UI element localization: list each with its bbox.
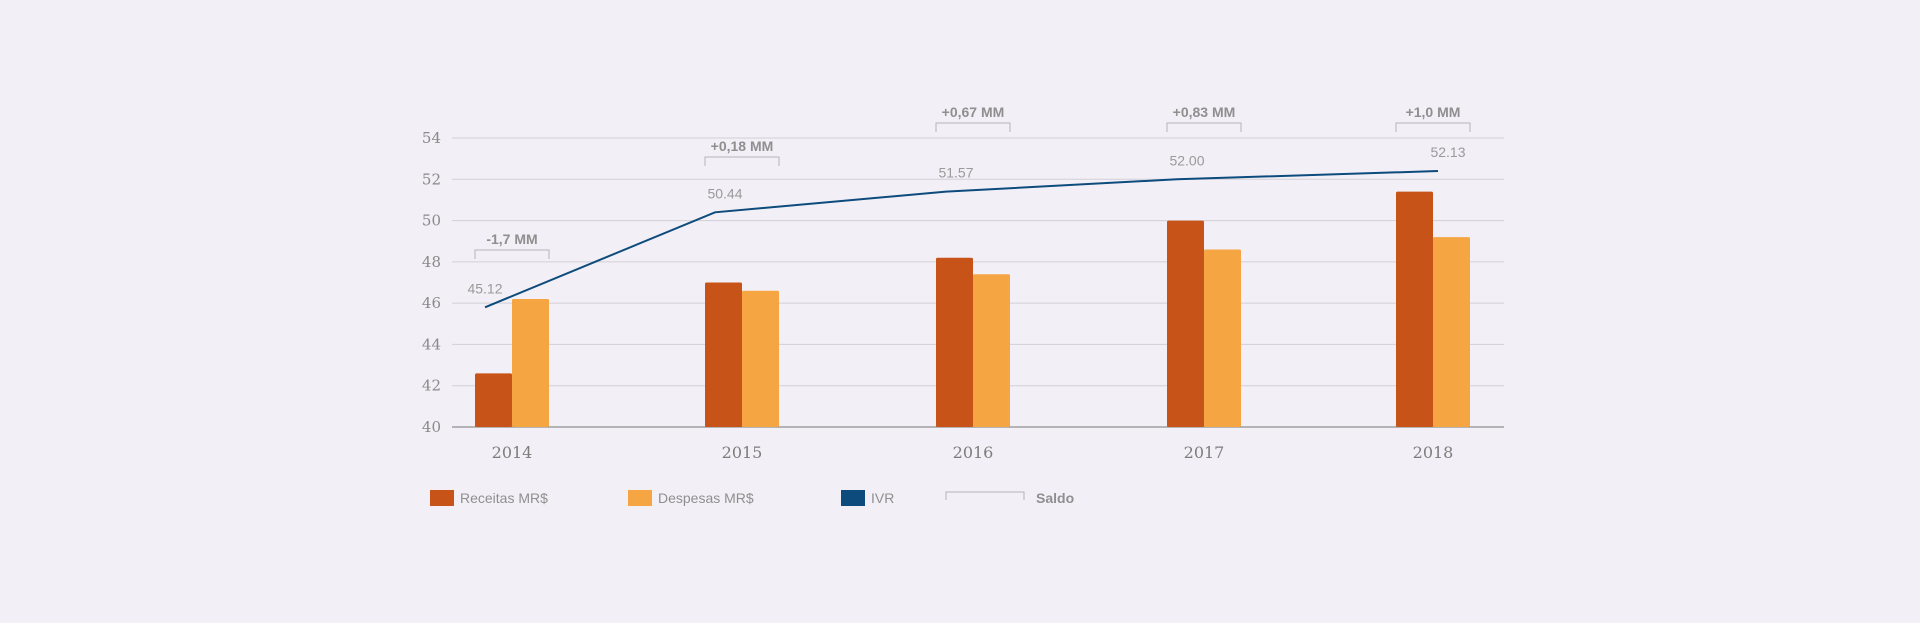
ivr-data-label: 52.13	[1430, 144, 1465, 160]
bar-receitas	[1167, 220, 1204, 427]
saldo-label: +0,67 MM	[942, 104, 1005, 120]
legend-label: Despesas MR$	[658, 490, 754, 506]
saldo-label: +0,18 MM	[711, 138, 774, 154]
saldo-bracket	[704, 156, 780, 166]
legend-bracket	[945, 491, 1025, 500]
legend-swatch	[430, 490, 454, 506]
saldo-bracket	[935, 122, 1011, 132]
bar-receitas	[475, 373, 512, 427]
y-tick-label: 44	[422, 335, 441, 353]
x-tick-label: 2016	[953, 443, 994, 462]
x-axis: 2014 2015 2016 2017 2018	[492, 443, 1454, 462]
ivr-data-label: 50.44	[707, 185, 742, 201]
bar-receitas	[705, 282, 742, 427]
saldo-bracket	[1166, 122, 1242, 132]
y-tick-label: 48	[422, 253, 441, 271]
ivr-data-label: 52.00	[1169, 152, 1204, 168]
y-tick-label: 46	[422, 294, 441, 312]
ivr-data-label: 45.12	[467, 280, 502, 296]
y-tick-label: 50	[422, 212, 441, 230]
saldo-label: -1,7 MM	[486, 231, 537, 247]
bar-despesas	[1204, 249, 1241, 427]
y-tick-label: 52	[422, 170, 441, 188]
legend-swatch	[628, 490, 652, 506]
ivr-line	[484, 170, 1439, 309]
saldo-brackets: -1,7 MM +0,18 MM +0,67 MM +0,83 MM +1,0 MM	[474, 104, 1471, 259]
bar-receitas	[1396, 191, 1433, 427]
y-tick-label: 42	[422, 377, 441, 395]
x-tick-label: 2017	[1184, 443, 1225, 462]
bar-despesas	[742, 290, 779, 427]
bar-despesas	[973, 274, 1010, 427]
legend-label: IVR	[871, 490, 894, 506]
bar-despesas	[1433, 237, 1470, 427]
y-tick-label: 40	[422, 418, 441, 436]
x-tick-label: 2018	[1413, 443, 1454, 462]
legend-label: Saldo	[1036, 490, 1074, 506]
bars	[475, 191, 1470, 427]
saldo-label: +0,83 MM	[1173, 104, 1236, 120]
x-tick-label: 2015	[722, 443, 763, 462]
bar-receitas	[936, 257, 973, 427]
x-tick-label: 2014	[492, 443, 533, 462]
ivr-line-group: 45.12 50.44 51.57 52.00 52.13	[467, 144, 1466, 309]
saldo-bracket	[1395, 122, 1471, 132]
ivr-data-label: 51.57	[938, 165, 973, 181]
bar-despesas	[512, 299, 549, 427]
legend: Receitas MR$ Despesas MR$ IVR Saldo	[430, 490, 1074, 506]
y-axis: 40 42 44 46 48 50 52 54	[422, 129, 441, 436]
saldo-label: +1,0 MM	[1406, 104, 1461, 120]
y-tick-label: 54	[422, 129, 441, 147]
legend-label: Receitas MR$	[460, 490, 548, 506]
saldo-bracket	[474, 249, 550, 259]
legend-swatch	[841, 490, 865, 506]
